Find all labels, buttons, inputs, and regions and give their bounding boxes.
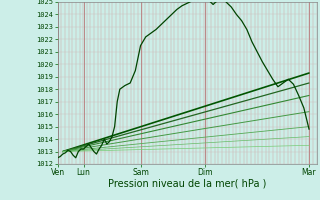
X-axis label: Pression niveau de la mer( hPa ): Pression niveau de la mer( hPa ) bbox=[108, 179, 266, 189]
